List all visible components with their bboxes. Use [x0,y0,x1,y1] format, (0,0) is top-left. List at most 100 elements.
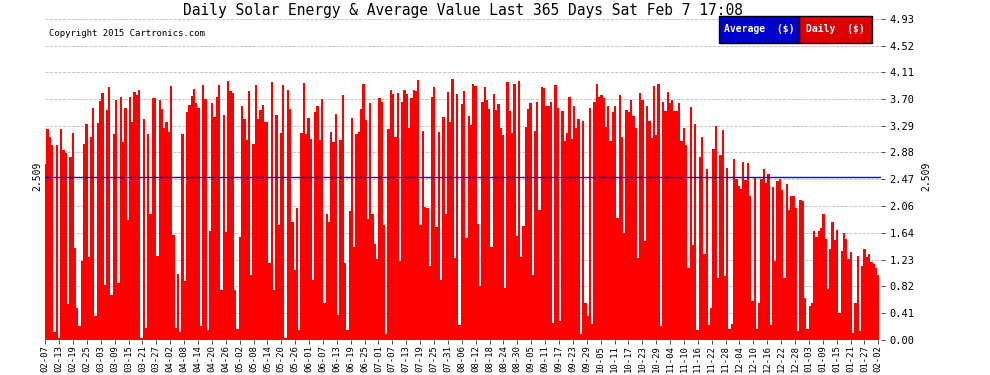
Bar [237,329,239,340]
Bar [547,106,549,340]
Bar [367,219,369,340]
Bar [62,150,64,340]
Bar [628,112,630,340]
Bar [511,133,513,340]
Bar [216,97,218,340]
Bar [209,231,211,340]
Bar [823,214,825,340]
Bar [53,332,55,340]
Bar [481,102,483,340]
Bar [637,258,640,340]
Bar [221,290,223,340]
Bar [413,90,415,340]
Bar [836,230,839,340]
Bar [289,109,291,340]
Bar [598,98,600,340]
Bar [769,325,772,340]
Bar [317,106,319,340]
Bar [57,338,60,340]
Bar [85,124,87,340]
Bar [676,111,678,340]
Bar [424,207,427,340]
Bar [415,91,417,340]
Bar [440,280,443,340]
Bar [635,128,637,340]
Bar [790,196,793,340]
Bar [793,196,795,340]
Bar [619,95,621,340]
Bar [355,134,357,340]
Bar [445,213,446,340]
Bar [263,122,266,340]
Bar [158,100,160,340]
Title: Daily Solar Energy & Average Value Last 365 Days Sat Feb 7 17:08: Daily Solar Energy & Average Value Last … [183,3,742,18]
Bar [94,316,97,340]
Bar [280,133,282,340]
Bar [174,328,177,340]
Bar [165,122,167,340]
Bar [593,102,596,340]
Bar [783,278,786,340]
Bar [683,128,685,340]
Bar [552,323,554,340]
Bar [76,308,78,340]
Bar [259,110,261,340]
Bar [284,338,287,340]
Bar [847,258,849,340]
Bar [621,137,623,340]
Bar [156,256,158,340]
Bar [527,109,530,340]
Bar [401,102,404,340]
Bar [348,211,350,340]
Bar [314,112,317,340]
Bar [513,84,516,340]
Bar [234,290,237,340]
Bar [575,128,577,340]
Bar [97,123,99,340]
Bar [151,98,154,340]
Bar [825,239,827,340]
Bar [830,249,832,340]
Bar [710,308,713,340]
Bar [250,274,252,340]
Bar [486,100,488,340]
Bar [170,86,172,340]
Text: Daily  ($): Daily ($) [806,24,865,34]
Bar [138,90,141,340]
Bar [394,137,397,340]
Bar [383,225,385,340]
Bar [539,210,541,340]
Bar [186,112,188,340]
Bar [443,117,445,340]
Bar [115,100,118,340]
Bar [321,99,324,340]
Bar [188,105,191,340]
Bar [561,111,563,340]
Bar [834,240,836,340]
Bar [399,261,401,340]
Bar [685,146,687,340]
Bar [230,91,232,340]
Bar [143,119,145,340]
Bar [463,92,465,340]
Bar [134,92,136,340]
Bar [753,177,756,340]
Bar [568,97,570,340]
Bar [436,227,438,340]
Bar [50,145,53,340]
Bar [541,87,544,340]
Bar [623,233,626,340]
Bar [465,238,467,340]
Text: Average  ($): Average ($) [724,24,794,34]
Bar [596,84,598,340]
Bar [136,95,138,340]
Bar [385,334,387,340]
Bar [570,139,573,340]
Bar [310,138,312,340]
Bar [261,105,263,340]
Bar [197,108,200,340]
Bar [644,241,646,340]
Bar [680,141,683,340]
Bar [845,239,847,340]
Bar [340,140,342,340]
